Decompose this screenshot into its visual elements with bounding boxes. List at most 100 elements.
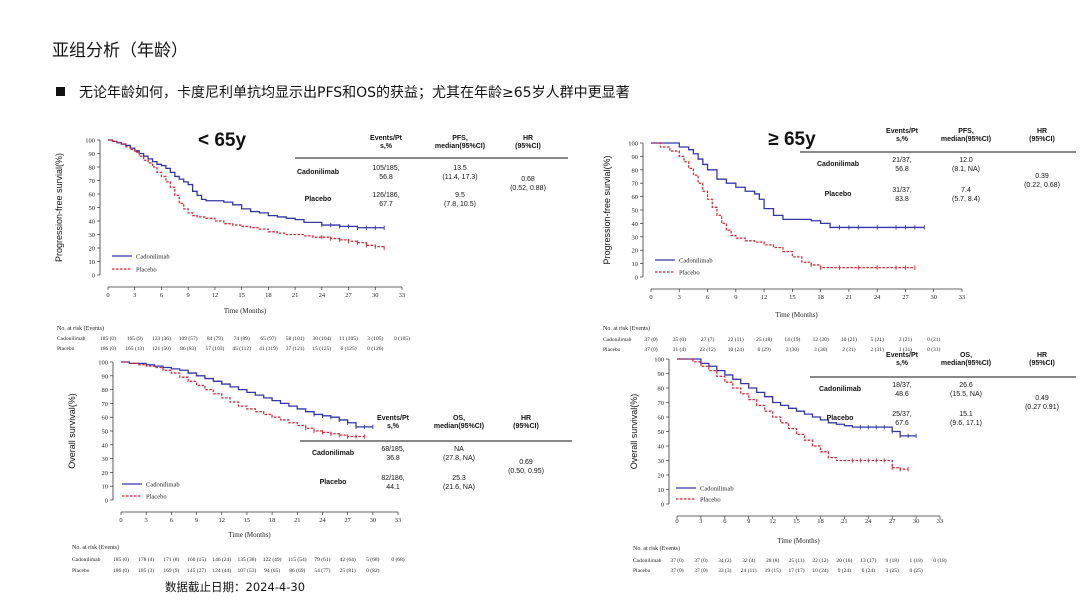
risk-count: 122 (49) [263,556,282,563]
risk-count: 169 (9) [163,567,179,574]
risk-count: 37 (0) [694,557,707,564]
legend-label: Cadonilimab [679,258,713,265]
risk-count: 37 (121) [286,345,305,352]
x-tick-label: 33 [395,517,402,524]
risk-count: 13 (17) [860,557,876,564]
table-header: PFS, median(95%CI) [435,135,485,150]
summary-text: 无论年龄如何，卡度尼利单抗均显示出PFS和OS的获益；尤其在年龄≥65岁人群中更… [79,85,630,101]
risk-count: 1 (31) [899,346,912,353]
x-tick-label: 12 [769,518,776,525]
risk-count: 9 (18) [886,557,899,564]
table-header: HR (95%CI) [515,135,541,150]
y-tick-label: 10 [89,259,96,266]
risk-count: 2 (31) [871,346,884,353]
risk-count: 35 (0) [673,336,686,343]
legend-label: Placebo [700,497,721,504]
risk-count: 160 (15) [187,556,206,563]
x-tick-label: 30 [930,294,937,301]
y-tick-label: 80 [632,167,639,174]
km-plot-pfs_ge65: 0 10 20 30 40 50 60 70 80 90 100 0 3 6 9 12 15 18 21 24 27 30… [602,128,1076,353]
risk-count: 3 (21) [899,336,912,343]
subgroup-label: < 65y [198,130,247,151]
risk-count: 0 (18) [933,557,946,564]
y-tick-label: 60 [658,415,665,422]
km-curve-cadonilimab [677,358,917,437]
x-tick-label: 9 [187,292,190,299]
y-tick-label: 20 [102,470,109,477]
risk-count: 0 (21) [927,336,940,343]
y-tick-label: 0 [661,502,664,509]
table-events: 68/185, 36.8 [381,446,404,462]
y-tick-label: 70 [632,181,639,188]
risk-count: 45 (112) [232,345,251,352]
x-tick-label: 33 [937,518,944,525]
risk-count: 145 (27) [187,567,206,574]
risk-count: 0 (105) [394,335,410,342]
risk-count: 115 (54) [288,556,307,563]
x-tick-label: 15 [793,518,800,525]
risk-count: 57 (103) [206,345,225,352]
risk-count: 3 (30) [786,346,799,353]
risk-count: 0 (31) [927,346,940,353]
x-tick-label: 3 [133,292,136,299]
risk-count: 178 (4) [138,556,154,563]
x-tick-label: 27 [902,294,909,301]
table-events: 126/186, 67.7 [372,192,399,208]
legend-label: Placebo [679,270,700,277]
risk-count: 54 (77) [314,567,330,574]
risk-count: 5 (68) [366,556,379,563]
y-tick-label: 90 [89,151,96,158]
risk-count: 185 (0) [100,335,116,342]
risk-count: 5 (21) [871,336,884,343]
y-tick-label: 50 [89,205,96,212]
risk-count: 10 (24) [728,346,744,353]
km-curve-cadonilimab [651,142,925,229]
risk-arm-label: Cadonilimab [603,337,632,343]
risk-arm-label: Placebo [633,568,651,574]
x-tick-label: 18 [265,292,272,299]
x-tick-label: 0 [119,517,122,524]
y-tick-label: 70 [102,401,109,408]
y-tick-label: 0 [635,275,638,282]
table-median: 9.5 (7.8, 10.5) [444,192,476,208]
y-tick-label: 30 [89,232,96,239]
x-tick-label: 0 [106,292,109,299]
risk-count: 37 (0) [644,346,657,353]
risk-count: 0 (25) [909,567,922,574]
y-tick-label: 0 [105,498,108,505]
km-plot-os_lt65: 0 10 20 30 40 50 60 70 80 90 100 0 3 6 9 12 15 18 21 24 27 30… [67,360,572,574]
risk-count: 10 (24) [812,567,828,574]
risk-count: 37 (0) [694,567,707,574]
bullet-square-icon [56,87,65,96]
x-tick-label: 9 [195,517,198,524]
table-events: 82/186, 44.1 [381,475,404,491]
risk-arm-label: Cadonilimab [633,558,662,564]
table-arm-label: Placebo [320,479,347,486]
stats-table: Events/Pt s,% PFS, median(95%CI) HR (95%CI) Ca… [295,135,568,208]
table-median: 13.5 (11.4, 17.3) [442,165,477,181]
risk-count: 135 (38) [238,556,257,563]
y-tick-label: 60 [89,192,96,199]
risk-count: 3 (105) [367,335,383,342]
x-axis-label: Time (Months) [228,531,271,539]
y-tick-label: 80 [658,386,665,393]
risk-count: 165 (13) [125,345,144,352]
x-tick-label: 27 [345,292,352,299]
legend-label: Cadonilimab [136,254,170,261]
x-tick-label: 24 [319,292,326,299]
table-header: HR (95%CI) [1029,352,1055,367]
risk-arm-label: Cadonilimab [72,557,101,563]
x-tick-label: 9 [734,294,737,301]
table-events: 21/37, 56.8 [892,157,912,173]
x-tick-label: 15 [789,294,796,301]
x-axis-label: Time (Months) [224,307,267,315]
x-tick-label: 0 [675,518,678,525]
table-header: Events/Pt s,% [370,135,403,150]
y-tick-label: 30 [658,458,665,465]
x-tick-label: 18 [817,294,824,301]
x-tick-label: 33 [399,292,406,299]
x-tick-label: 30 [370,517,377,524]
x-tick-label: 21 [292,292,299,299]
risk-count: 27 (7) [701,336,714,343]
table-arm-label: Cadonilimab [817,161,859,168]
